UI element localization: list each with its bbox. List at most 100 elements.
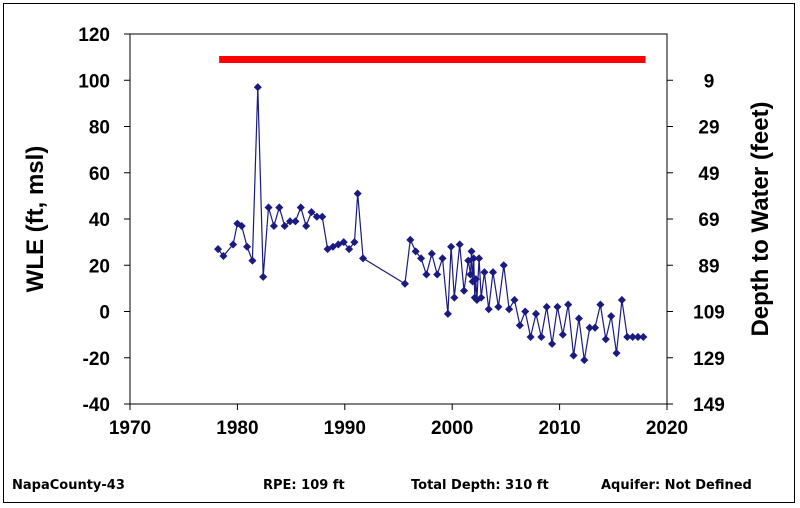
x-tick-label: 2010	[538, 418, 580, 439]
data-points	[214, 83, 648, 365]
y2-axis-ticks: 9 29 49 69 89 109 129 149	[667, 71, 725, 416]
data-point-marker	[359, 254, 368, 263]
data-point-marker	[286, 217, 295, 226]
x-tick-label: 1970	[109, 418, 151, 439]
footer-rpe: RPE: 109 ft	[263, 478, 345, 493]
y-axis-ticks: 120 100 80 60 40 20 0 -20 -40	[78, 25, 130, 416]
data-point-marker	[214, 245, 223, 254]
data-point-marker	[422, 270, 431, 279]
data-point-marker	[639, 332, 648, 341]
data-point-marker	[455, 240, 464, 249]
data-point-marker	[417, 254, 426, 263]
y2-tick-label: 29	[698, 118, 719, 139]
data-point-marker	[564, 300, 573, 309]
data-point-marker	[484, 305, 493, 314]
y2-tick-label: 129	[693, 349, 725, 370]
data-point-marker	[475, 254, 484, 263]
data-point-marker	[447, 242, 456, 251]
data-point-marker	[471, 275, 480, 284]
data-point-marker	[280, 221, 289, 230]
data-point-marker	[318, 212, 327, 221]
y-tick-label: 80	[89, 118, 110, 139]
data-point-marker	[411, 247, 420, 256]
y2-tick-label: 69	[698, 210, 719, 231]
data-point-marker	[334, 240, 343, 249]
x-tick-label: 1990	[324, 418, 366, 439]
data-point-marker	[574, 314, 583, 323]
data-point-marker	[499, 261, 508, 270]
y-tick-label: 20	[89, 256, 110, 277]
data-point-marker	[264, 203, 273, 212]
data-point-marker	[585, 323, 594, 332]
y-tick-label: 0	[99, 303, 110, 324]
data-point-marker	[548, 339, 557, 348]
y-tick-label: 60	[89, 164, 110, 185]
x-tick-label: 2020	[646, 418, 688, 439]
y-tick-label: 40	[89, 210, 110, 231]
data-point-marker	[617, 295, 626, 304]
y-axis-title: WLE (ft, msl)	[22, 146, 49, 293]
x-axis-ticks: 1970 1980 1990 2000 2010 2020	[109, 404, 688, 439]
y2-tick-label: 89	[698, 256, 719, 277]
data-point-marker	[510, 295, 519, 304]
data-point-marker	[526, 332, 535, 341]
data-point-marker	[612, 349, 621, 358]
data-point-marker	[269, 221, 278, 230]
data-point-marker	[633, 332, 643, 341]
x-tick-label: 2000	[431, 418, 473, 439]
data-point-marker	[553, 302, 562, 311]
data-point-marker	[433, 270, 442, 279]
data-point-marker	[569, 351, 578, 360]
data-point-marker	[596, 300, 605, 309]
y2-axis-title: Depth to Water (feet)	[747, 101, 774, 336]
data-point-marker	[400, 279, 409, 288]
data-point-marker	[459, 286, 469, 295]
data-point-marker	[443, 309, 452, 318]
data-point-marker	[229, 240, 238, 249]
data-point-marker	[623, 332, 632, 341]
data-point-marker	[488, 268, 498, 277]
data-point-marker	[531, 309, 540, 318]
data-point-marker	[537, 332, 546, 341]
y-tick-label: -40	[83, 395, 110, 416]
data-point-marker	[469, 254, 478, 263]
data-point-marker	[505, 305, 514, 314]
data-point-marker	[237, 221, 246, 230]
data-point-marker	[243, 242, 252, 251]
data-point-marker	[248, 256, 257, 265]
y-tick-label: 100	[78, 71, 110, 92]
data-point-marker	[477, 293, 486, 302]
data-point-marker	[339, 238, 348, 247]
y-tick-label: 120	[78, 25, 110, 46]
data-point-marker	[302, 221, 311, 230]
data-point-marker	[291, 217, 300, 226]
footer-well-id: NapaCounty-43	[12, 478, 125, 493]
data-point-marker	[353, 189, 362, 198]
y-tick-label: -20	[83, 349, 110, 370]
data-point-marker	[580, 356, 589, 365]
data-point-marker	[628, 332, 637, 341]
footer-total-depth: Total Depth: 310 ft	[411, 478, 549, 493]
data-point-marker	[427, 249, 436, 258]
data-point-marker	[480, 268, 489, 277]
data-point-marker	[542, 302, 551, 311]
data-point-marker	[438, 254, 447, 263]
data-point-marker	[345, 245, 354, 254]
data-point-marker	[601, 335, 610, 344]
data-point-marker	[406, 235, 415, 244]
x-tick-label: 1980	[216, 418, 258, 439]
data-point-marker	[494, 302, 503, 311]
data-point-marker	[467, 247, 476, 256]
data-point-marker	[219, 251, 228, 261]
data-point-marker	[591, 323, 600, 332]
data-point-marker	[328, 242, 338, 251]
data-point-marker	[450, 293, 459, 302]
data-point-marker	[323, 245, 332, 254]
plot-area	[129, 33, 668, 405]
y2-tick-label: 9	[704, 71, 715, 92]
data-point-marker	[307, 208, 316, 217]
data-point-marker	[607, 312, 616, 321]
data-point-marker	[466, 270, 475, 279]
y2-tick-label: 109	[693, 303, 725, 324]
data-point-marker	[515, 321, 524, 330]
